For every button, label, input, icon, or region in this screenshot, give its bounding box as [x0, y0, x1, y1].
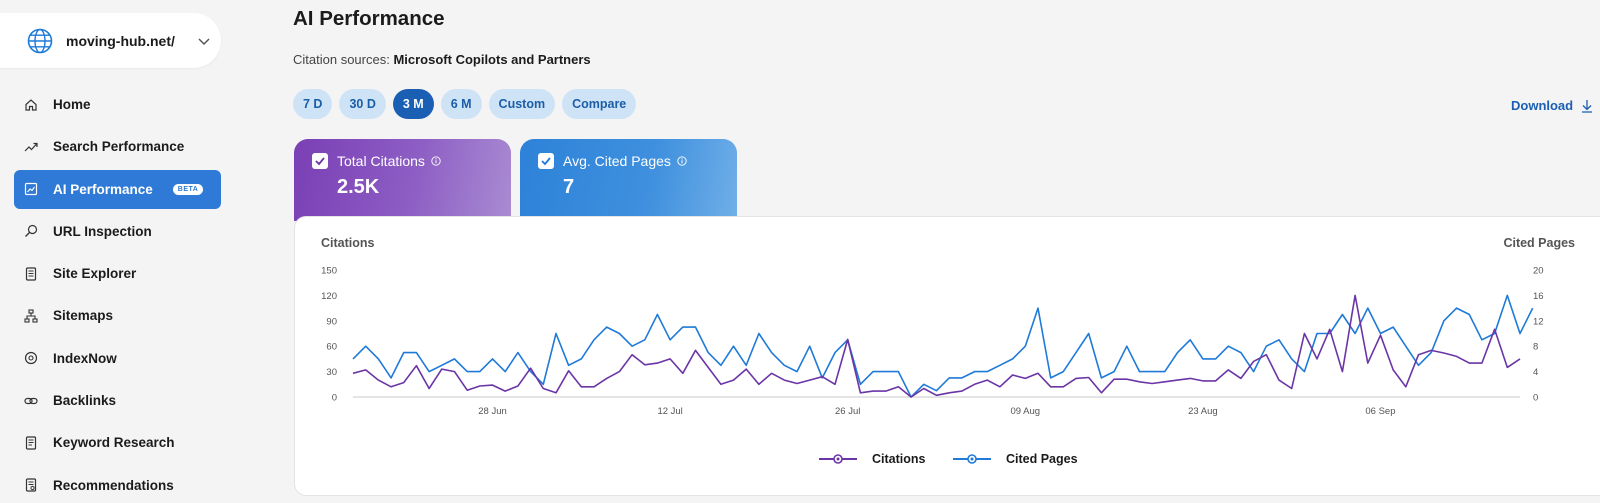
- left-tick-label: 0: [332, 393, 337, 404]
- citation-sources: Citation sources: Microsoft Copilots and…: [293, 52, 591, 67]
- legend-pages-marker-dot: [970, 457, 974, 461]
- right-tick-label: 4: [1533, 367, 1538, 378]
- avg-cited-pages-checkbox[interactable]: [538, 153, 554, 169]
- legend-cited-pages-label: Cited Pages: [1006, 452, 1078, 466]
- x-tick-label: 09 Aug: [1010, 406, 1040, 417]
- sidebar-nav: Home Search Performance AI Performance B…: [14, 85, 221, 503]
- x-tick-label: 06 Sep: [1365, 406, 1395, 417]
- legend-citations-marker-dot: [836, 457, 840, 461]
- avg-cited-pages-label: Avg. Cited Pages: [563, 153, 671, 169]
- download-label: Download: [1511, 98, 1574, 113]
- download-button[interactable]: Download: [1511, 98, 1593, 113]
- left-axis-title: Citations: [321, 236, 375, 250]
- sidebar-item-label: Backlinks: [53, 393, 117, 409]
- sidebar-item-label: Keyword Research: [53, 435, 175, 451]
- right-tick-label: 12: [1533, 316, 1544, 327]
- chart-panel: Citations Cited Pages 0 30 60 90 120 150 0 4 8 12…: [294, 216, 1600, 496]
- sidebar-item-label: IndexNow: [53, 350, 117, 366]
- range-compare-button[interactable]: Compare: [562, 89, 637, 119]
- left-tick-label: 120: [321, 291, 337, 302]
- ai-chart-icon: [23, 181, 39, 197]
- info-icon[interactable]: [431, 156, 441, 166]
- cited-pages-series-line: [352, 294, 1534, 398]
- avg-cited-pages-card[interactable]: Avg. Cited Pages 7: [520, 139, 737, 221]
- right-tick-label: 20: [1533, 266, 1544, 277]
- site-name: moving-hub.net/: [66, 32, 175, 49]
- right-tick-label: 16: [1533, 291, 1544, 302]
- sitemap-icon: [23, 308, 39, 324]
- trend-icon: [23, 139, 39, 155]
- citations-series-line: [352, 294, 1521, 398]
- x-tick-label: 28 Jun: [478, 406, 507, 417]
- total-citations-label: Total Citations: [337, 153, 425, 169]
- globe-icon: [27, 28, 53, 53]
- sidebar-item-keyword-research[interactable]: Keyword Research: [14, 423, 221, 462]
- left-tick-label: 150: [321, 266, 337, 277]
- date-range-selector: 7 D 30 D 3 M 6 M Custom Compare: [293, 89, 637, 119]
- recommendations-icon: [23, 477, 39, 493]
- sidebar-item-label: Recommendations: [53, 477, 174, 493]
- legend-citations-label: Citations: [872, 452, 926, 466]
- sidebar-item-sitemaps[interactable]: Sitemaps: [14, 296, 221, 335]
- sidebar-item-ai-performance[interactable]: AI Performance BETA: [14, 169, 221, 209]
- range-3m-button[interactable]: 3 M: [392, 89, 434, 119]
- sidebar-item-search-performance[interactable]: Search Performance: [14, 127, 221, 166]
- sidebar-item-recommendations[interactable]: Recommendations: [14, 466, 221, 503]
- x-tick-label: 23 Aug: [1188, 406, 1218, 417]
- left-tick-label: 90: [326, 316, 337, 327]
- sidebar-item-home[interactable]: Home: [14, 85, 221, 124]
- range-30d-button[interactable]: 30 D: [339, 89, 386, 119]
- indexnow-icon: [23, 350, 39, 366]
- sidebar-item-label: Site Explorer: [53, 266, 137, 282]
- sidebar-item-indexnow[interactable]: IndexNow: [14, 339, 221, 378]
- download-icon: [1582, 99, 1593, 113]
- x-tick-label: 12 Jul: [657, 406, 682, 417]
- sidebar-item-label: Sitemaps: [53, 308, 114, 324]
- explorer-icon: [23, 266, 39, 282]
- right-tick-label: 8: [1533, 342, 1538, 353]
- left-tick-label: 60: [326, 342, 337, 353]
- citation-sources-label: Citation sources:: [293, 52, 390, 67]
- performance-chart: Citations Cited Pages 0 30 60 90 120 150 0 4 8 12…: [321, 236, 1575, 466]
- sidebar-item-backlinks[interactable]: Backlinks: [14, 381, 221, 420]
- backlinks-icon: [23, 393, 39, 409]
- x-tick-label: 26 Jul: [835, 406, 860, 417]
- info-icon[interactable]: [677, 156, 687, 166]
- sidebar-item-label: Home: [53, 97, 91, 112]
- range-custom-button[interactable]: Custom: [488, 89, 556, 119]
- right-axis-title: Cited Pages: [1503, 236, 1575, 250]
- right-tick-label: 0: [1533, 393, 1538, 404]
- total-citations-checkbox[interactable]: [312, 153, 328, 169]
- left-tick-label: 30: [326, 367, 337, 378]
- sidebar-item-label: Search Performance: [53, 139, 185, 155]
- home-icon: [23, 97, 39, 113]
- sidebar-item-url-inspection[interactable]: URL Inspection: [14, 212, 221, 251]
- legend-cited-pages[interactable]: Cited Pages: [953, 452, 1078, 466]
- sidebar-item-label: AI Performance: [53, 181, 153, 197]
- total-citations-value: 2.5K: [337, 176, 380, 198]
- sidebar-item-label: URL Inspection: [53, 223, 152, 239]
- avg-cited-pages-value: 7: [563, 176, 575, 198]
- keyword-icon: [23, 435, 39, 451]
- range-6m-button[interactable]: 6 M: [440, 89, 482, 119]
- total-citations-card[interactable]: Total Citations 2.5K: [294, 139, 511, 221]
- beta-badge: BETA: [172, 183, 204, 195]
- inspect-icon: [23, 223, 39, 239]
- citation-sources-value: Microsoft Copilots and Partners: [393, 52, 591, 67]
- range-7d-button[interactable]: 7 D: [293, 89, 333, 119]
- chart-legend: Citations Cited Pages: [819, 452, 1078, 466]
- site-picker[interactable]: moving-hub.net/: [0, 13, 221, 68]
- sidebar-item-site-explorer[interactable]: Site Explorer: [14, 254, 221, 293]
- page-title: AI Performance: [293, 7, 445, 30]
- legend-citations[interactable]: Citations: [819, 452, 926, 466]
- chevron-down-icon[interactable]: [197, 34, 211, 48]
